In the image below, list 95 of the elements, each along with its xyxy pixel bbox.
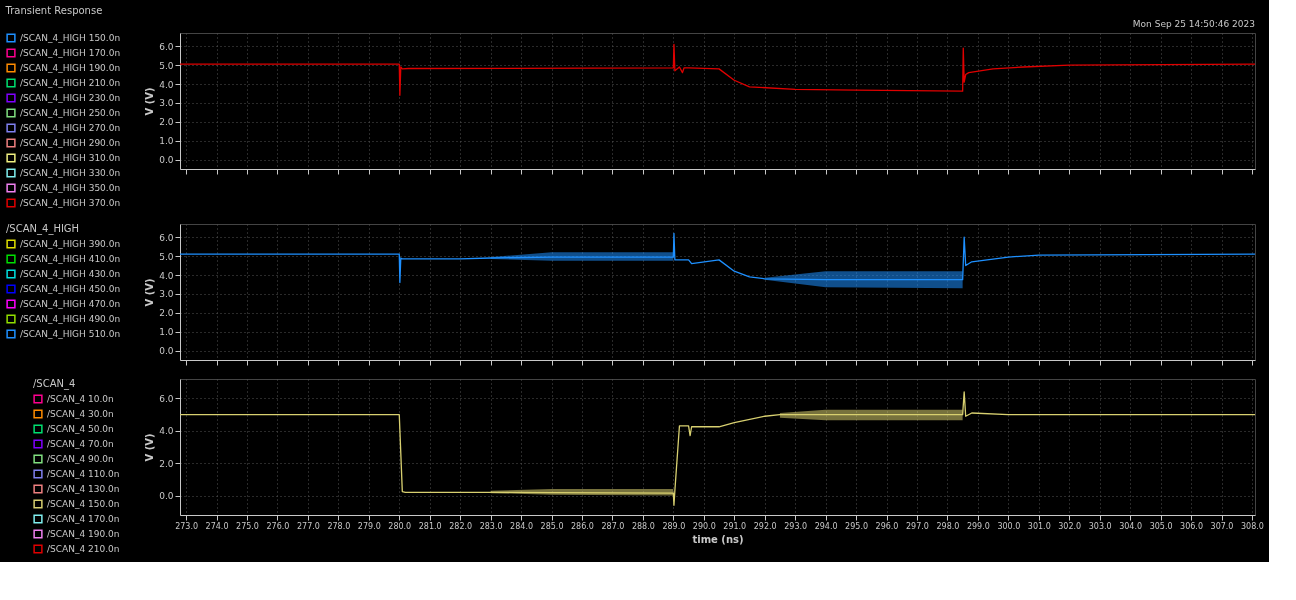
legend-label: /SCAN_4 210.0n bbox=[47, 544, 120, 554]
legend-label: /SCAN_4 170.0n bbox=[47, 514, 120, 524]
legend-label: /SCAN_4 150.0n bbox=[47, 499, 120, 509]
y-tick-label: 0.0 bbox=[159, 491, 174, 502]
legend-label: /SCAN_4_HIGH 330.0n bbox=[20, 168, 121, 178]
x-tick-label: 297.0 bbox=[906, 521, 929, 531]
y-tick-label: 2.0 bbox=[159, 458, 174, 469]
y-tick-label: 2.0 bbox=[159, 308, 174, 319]
x-tick-label: 294.0 bbox=[814, 521, 838, 531]
legend-label: /SCAN_4 30.0n bbox=[47, 409, 114, 419]
x-tick-label: 276.0 bbox=[266, 521, 290, 531]
legend-label: /SCAN_4_HIGH 190.0n bbox=[20, 63, 121, 73]
x-tick-label: 293.0 bbox=[784, 521, 808, 531]
legend-label: /SCAN_4 10.0n bbox=[47, 394, 114, 404]
x-tick-label: 301.0 bbox=[1027, 521, 1051, 531]
legend-label: /SCAN_4_HIGH 430.0n bbox=[20, 269, 121, 279]
legend-label: /SCAN_4_HIGH 470.0n bbox=[20, 299, 121, 309]
legend-label: /SCAN_4 110.0n bbox=[47, 469, 120, 479]
y-tick-label: 5.0 bbox=[159, 251, 174, 262]
legend-label: /SCAN_4_HIGH 370.0n bbox=[20, 198, 121, 208]
y-tick-label: 0.0 bbox=[159, 155, 174, 166]
legend-label: /SCAN_4_HIGH 410.0n bbox=[20, 254, 121, 264]
text: Mon Sep 25 14:50:46 2023 bbox=[1132, 19, 1255, 29]
y-tick-label: 6.0 bbox=[159, 232, 174, 243]
x-tick-label: 306.0 bbox=[1180, 521, 1203, 531]
x-tick-label: 282.0 bbox=[449, 521, 473, 531]
x-tick-label: 288.0 bbox=[631, 521, 655, 531]
legend-label: /SCAN_4 130.0n bbox=[47, 484, 120, 494]
x-tick-label: 277.0 bbox=[296, 521, 320, 531]
y-axis-title: V (V) bbox=[144, 433, 156, 462]
text: Transient Response bbox=[4, 4, 103, 16]
x-tick-label: 291.0 bbox=[723, 521, 747, 531]
x-tick-label: 287.0 bbox=[601, 521, 625, 531]
x-tick-label: 299.0 bbox=[966, 521, 990, 531]
x-tick-label: 302.0 bbox=[1058, 521, 1082, 531]
y-tick-label: 6.0 bbox=[159, 393, 174, 404]
legend-label: /SCAN_4 90.0n bbox=[47, 454, 114, 464]
legend-label: /SCAN_4 190.0n bbox=[47, 529, 120, 539]
x-axis-title: time (ns) bbox=[692, 533, 744, 545]
x-tick-label: 304.0 bbox=[1119, 521, 1143, 531]
legend-label: /SCAN_4_HIGH 210.0n bbox=[20, 78, 121, 88]
x-tick-label: 296.0 bbox=[875, 521, 899, 531]
y-tick-label: 0.0 bbox=[159, 346, 174, 357]
legend-label: /SCAN_4_HIGH 390.0n bbox=[20, 239, 121, 249]
y-tick-label: 6.0 bbox=[159, 41, 174, 52]
x-tick-label: 283.0 bbox=[479, 521, 503, 531]
legend-label: /SCAN_4_HIGH 270.0n bbox=[20, 123, 121, 133]
legend-title: /SCAN_4 bbox=[33, 378, 76, 390]
y-axis-title: V (V) bbox=[144, 278, 156, 307]
y-tick-label: 1.0 bbox=[159, 136, 174, 147]
x-tick-label: 281.0 bbox=[418, 521, 442, 531]
x-tick-label: 273.0 bbox=[175, 521, 199, 531]
y-axis-title: V (V) bbox=[144, 87, 156, 116]
line-series bbox=[180, 391, 1255, 506]
x-tick-label: 307.0 bbox=[1210, 521, 1234, 531]
legend-label: /SCAN_4_HIGH 250.0n bbox=[20, 108, 121, 118]
legend-label: /SCAN_4_HIGH 350.0n bbox=[20, 183, 121, 193]
x-tick-label: 303.0 bbox=[1088, 521, 1112, 531]
legend-label: /SCAN_4_HIGH 450.0n bbox=[20, 284, 121, 294]
y-tick-label: 3.0 bbox=[159, 289, 174, 300]
line-series bbox=[180, 43, 1255, 96]
x-tick-label: 300.0 bbox=[997, 521, 1021, 531]
y-tick-label: 4.0 bbox=[159, 79, 174, 90]
x-tick-label: 292.0 bbox=[753, 521, 777, 531]
x-tick-label: 274.0 bbox=[205, 521, 229, 531]
y-tick-label: 2.0 bbox=[159, 117, 174, 128]
y-tick-label: 4.0 bbox=[159, 270, 174, 281]
x-tick-label: 289.0 bbox=[662, 521, 686, 531]
legend-label: /SCAN_4_HIGH 170.0n bbox=[20, 48, 121, 58]
legend-label: /SCAN_4_HIGH 310.0n bbox=[20, 153, 121, 163]
y-tick-label: 3.0 bbox=[159, 98, 174, 109]
legend-label: /SCAN_4_HIGH 490.0n bbox=[20, 314, 121, 324]
x-tick-label: 275.0 bbox=[236, 521, 259, 531]
y-tick-label: 5.0 bbox=[159, 60, 174, 71]
y-tick-label: 4.0 bbox=[159, 426, 174, 437]
legend-label: /SCAN_4_HIGH 290.0n bbox=[20, 138, 121, 148]
legend-label: /SCAN_4_HIGH 230.0n bbox=[20, 93, 121, 103]
x-tick-label: 308.0 bbox=[1241, 521, 1264, 531]
legend-label: /SCAN_4_HIGH 150.0n bbox=[20, 33, 121, 43]
legend-label: /SCAN_4_HIGH 510.0n bbox=[20, 329, 121, 339]
y-tick-label: 1.0 bbox=[159, 327, 174, 338]
legend-title: /SCAN_4_HIGH bbox=[6, 223, 80, 235]
x-tick-label: 298.0 bbox=[936, 521, 960, 531]
x-tick-label: 278.0 bbox=[327, 521, 351, 531]
legend-label: /SCAN_4 50.0n bbox=[47, 424, 114, 434]
x-tick-label: 305.0 bbox=[1149, 521, 1173, 531]
x-tick-label: 286.0 bbox=[571, 521, 594, 531]
x-tick-label: 295.0 bbox=[845, 521, 869, 531]
x-tick-label: 285.0 bbox=[540, 521, 564, 531]
x-tick-label: 284.0 bbox=[510, 521, 534, 531]
legend-label: /SCAN_4 70.0n bbox=[47, 439, 114, 449]
line-series bbox=[180, 232, 1255, 284]
x-tick-label: 279.0 bbox=[357, 521, 381, 531]
x-tick-label: 290.0 bbox=[692, 521, 716, 531]
x-tick-label: 280.0 bbox=[388, 521, 412, 531]
